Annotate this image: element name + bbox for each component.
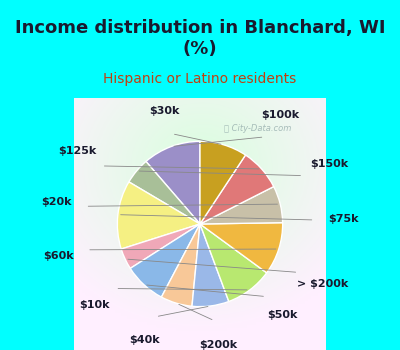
Wedge shape bbox=[200, 155, 274, 224]
Text: Hispanic or Latino residents: Hispanic or Latino residents bbox=[103, 72, 297, 86]
Wedge shape bbox=[162, 224, 200, 306]
Text: $60k: $60k bbox=[44, 251, 74, 261]
Wedge shape bbox=[146, 141, 200, 224]
Text: ⓘ City-Data.com: ⓘ City-Data.com bbox=[224, 124, 292, 133]
Wedge shape bbox=[117, 182, 200, 249]
Wedge shape bbox=[200, 224, 267, 301]
Wedge shape bbox=[200, 187, 283, 224]
Wedge shape bbox=[200, 223, 283, 273]
Wedge shape bbox=[129, 161, 200, 224]
Wedge shape bbox=[192, 224, 229, 307]
Wedge shape bbox=[200, 141, 246, 224]
Text: $30k: $30k bbox=[150, 106, 180, 116]
Text: Income distribution in Blanchard, WI
(%): Income distribution in Blanchard, WI (%) bbox=[15, 19, 385, 58]
Text: $100k: $100k bbox=[262, 110, 300, 120]
Wedge shape bbox=[130, 224, 200, 297]
Text: $200k: $200k bbox=[199, 340, 237, 350]
Text: $40k: $40k bbox=[129, 335, 160, 345]
Text: $125k: $125k bbox=[58, 146, 96, 156]
Text: $75k: $75k bbox=[328, 214, 358, 224]
Text: $20k: $20k bbox=[42, 197, 72, 207]
Wedge shape bbox=[121, 224, 200, 268]
Text: $50k: $50k bbox=[268, 310, 298, 320]
Text: $150k: $150k bbox=[310, 159, 348, 168]
Text: > $200k: > $200k bbox=[297, 280, 349, 289]
Text: $10k: $10k bbox=[79, 300, 110, 310]
